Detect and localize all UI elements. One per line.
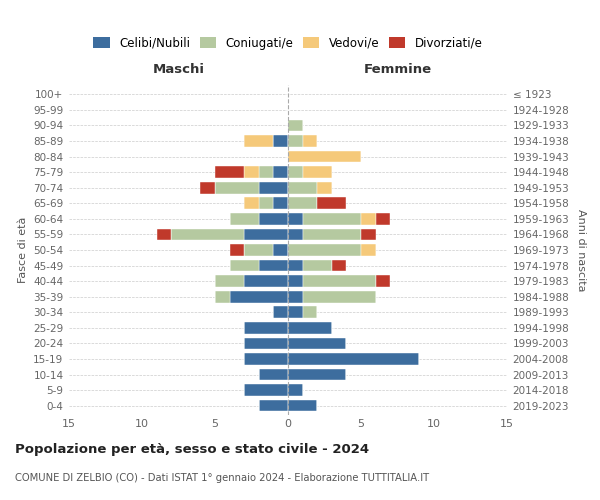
Y-axis label: Fasce di età: Fasce di età — [17, 217, 28, 283]
Bar — [288, 400, 317, 411]
Bar — [259, 182, 288, 194]
Bar — [259, 368, 288, 380]
Bar — [274, 166, 288, 178]
Bar — [244, 322, 288, 334]
Bar — [288, 276, 302, 287]
Bar — [259, 260, 288, 272]
Bar — [244, 276, 288, 287]
Bar — [288, 166, 302, 178]
Bar — [288, 368, 346, 380]
Bar — [288, 182, 317, 194]
Bar — [288, 135, 302, 147]
Bar — [244, 166, 259, 178]
Text: Popolazione per età, sesso e stato civile - 2024: Popolazione per età, sesso e stato civil… — [15, 442, 369, 456]
Bar — [244, 228, 288, 240]
Text: Maschi: Maschi — [152, 62, 205, 76]
Bar — [274, 198, 288, 209]
Bar — [288, 228, 302, 240]
Bar — [288, 353, 419, 365]
Bar — [361, 228, 376, 240]
Bar — [288, 291, 302, 302]
Text: COMUNE DI ZELBIO (CO) - Dati ISTAT 1° gennaio 2024 - Elaborazione TUTTITALIA.IT: COMUNE DI ZELBIO (CO) - Dati ISTAT 1° ge… — [15, 473, 429, 483]
Bar — [215, 182, 259, 194]
Bar — [288, 213, 302, 224]
Bar — [302, 306, 317, 318]
Bar — [274, 244, 288, 256]
Bar — [274, 306, 288, 318]
Bar — [361, 244, 376, 256]
Bar — [361, 213, 376, 224]
Bar — [259, 166, 274, 178]
Bar — [259, 213, 288, 224]
Bar — [302, 260, 332, 272]
Bar — [244, 135, 274, 147]
Legend: Celibi/Nubili, Coniugati/e, Vedovi/e, Divorziati/e: Celibi/Nubili, Coniugati/e, Vedovi/e, Di… — [89, 33, 487, 53]
Bar — [157, 228, 171, 240]
Bar — [230, 260, 259, 272]
Bar — [317, 182, 332, 194]
Bar — [215, 166, 244, 178]
Bar — [274, 135, 288, 147]
Bar — [244, 338, 288, 349]
Bar — [244, 353, 288, 365]
Bar — [200, 182, 215, 194]
Bar — [288, 151, 361, 162]
Bar — [244, 384, 288, 396]
Bar — [230, 244, 244, 256]
Bar — [259, 400, 288, 411]
Bar — [302, 213, 361, 224]
Bar — [230, 213, 259, 224]
Bar — [288, 384, 302, 396]
Bar — [288, 322, 332, 334]
Bar — [259, 198, 274, 209]
Bar — [302, 135, 317, 147]
Bar — [288, 120, 302, 132]
Bar — [302, 276, 376, 287]
Bar — [376, 276, 390, 287]
Bar — [288, 338, 346, 349]
Bar — [302, 228, 361, 240]
Bar — [317, 198, 346, 209]
Bar — [171, 228, 244, 240]
Bar — [332, 260, 346, 272]
Bar — [230, 291, 288, 302]
Bar — [376, 213, 390, 224]
Bar — [288, 198, 317, 209]
Bar — [244, 244, 274, 256]
Y-axis label: Anni di nascita: Anni di nascita — [576, 209, 586, 291]
Bar — [302, 166, 332, 178]
Bar — [244, 198, 259, 209]
Bar — [288, 306, 302, 318]
Text: Femmine: Femmine — [364, 62, 431, 76]
Bar — [288, 260, 302, 272]
Bar — [302, 291, 376, 302]
Bar — [215, 276, 244, 287]
Bar — [288, 244, 361, 256]
Bar — [215, 291, 230, 302]
